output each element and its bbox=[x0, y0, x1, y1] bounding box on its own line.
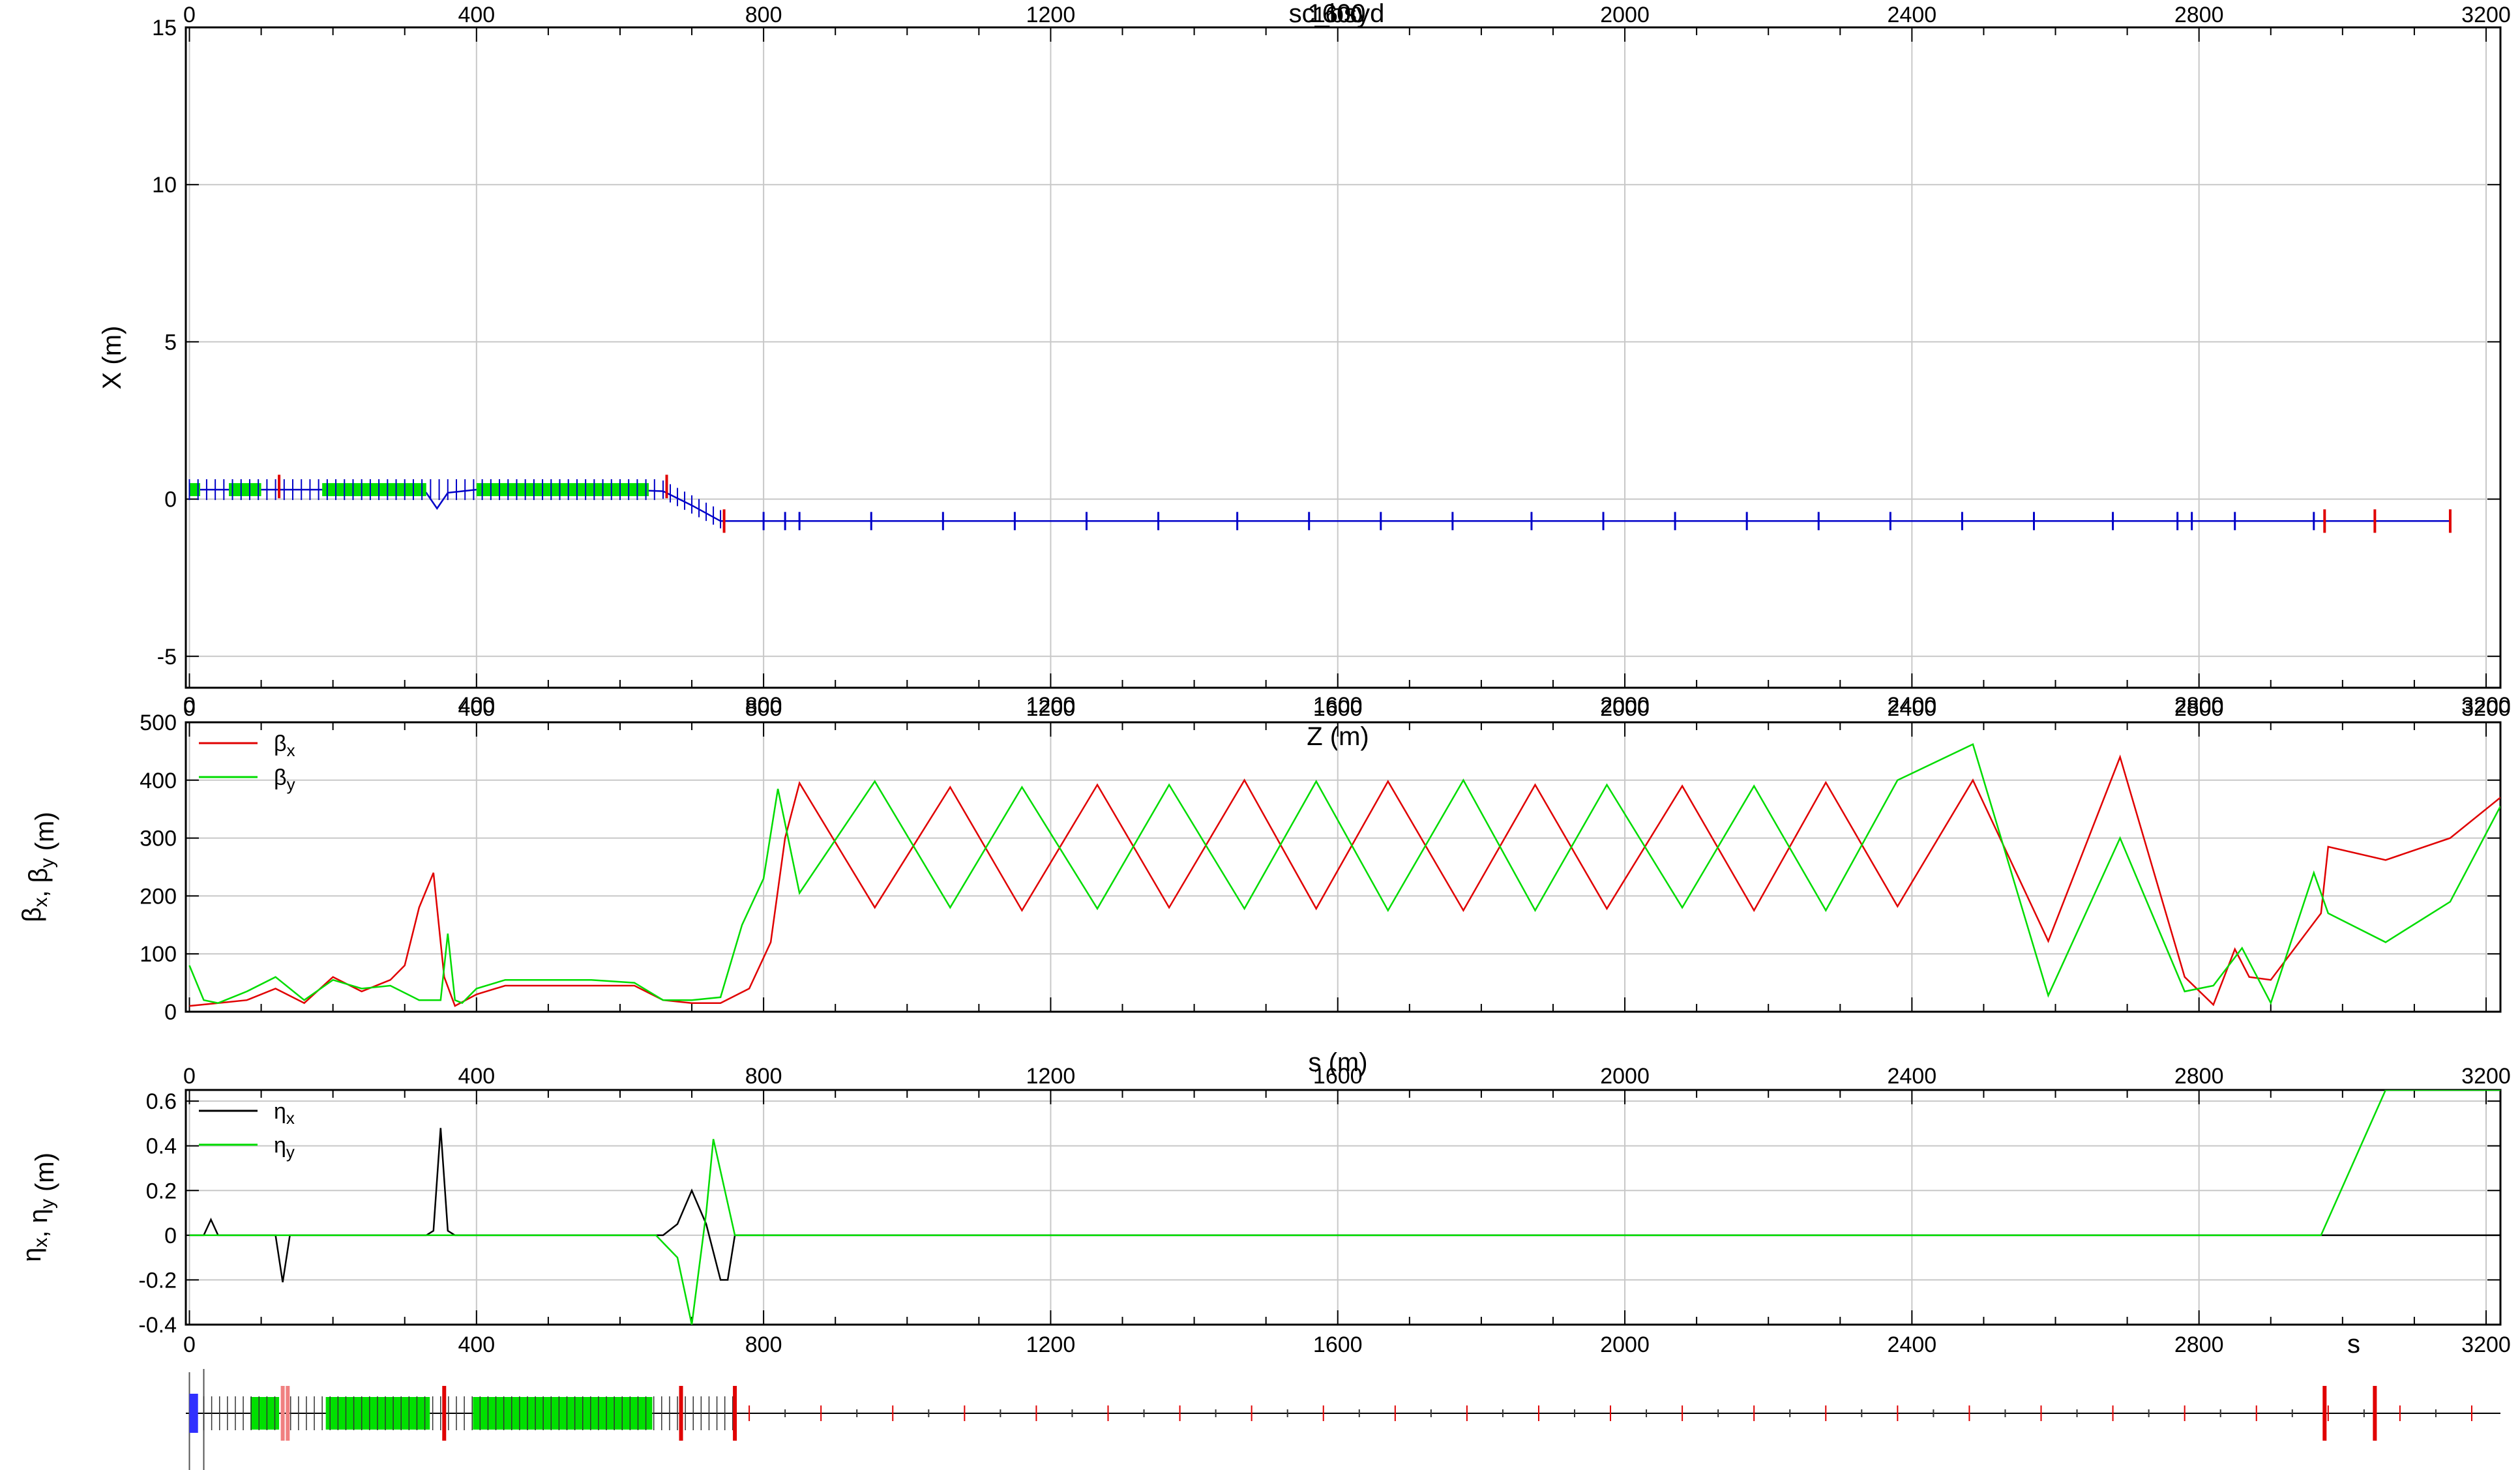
y-tick-label: 0.4 bbox=[146, 1134, 177, 1159]
y-tick-label: 300 bbox=[140, 827, 177, 851]
y-tick-label: -0.4 bbox=[138, 1313, 177, 1338]
floor-plot-frame bbox=[185, 26, 2502, 689]
x-tick-label-bottom: 3200 bbox=[2461, 693, 2511, 718]
quadrupole-block bbox=[322, 483, 426, 497]
x-tick-label: 400 bbox=[458, 1064, 495, 1089]
eta-series-line-ηx bbox=[189, 1128, 2500, 1283]
y-tick-label: 200 bbox=[140, 884, 177, 909]
figure-title: sc_bsyd bbox=[1289, 0, 1385, 28]
x-tick-label: 2800 bbox=[2174, 1064, 2224, 1089]
lattice-bend-block bbox=[733, 1386, 737, 1441]
x-tick-label-bottom: 2400 bbox=[1888, 1332, 1937, 1357]
eta-y-axis-label: ηx, ηy (m) bbox=[18, 1153, 59, 1262]
beta-series-line-βy bbox=[188, 742, 2500, 1005]
x-tick-label-bottom: 800 bbox=[745, 1332, 782, 1357]
x-tick-label-bottom: 2400 bbox=[1888, 693, 1937, 718]
y-tick-label: 400 bbox=[140, 769, 177, 793]
quadrupole-block bbox=[229, 483, 261, 497]
x-tick-label-bottom: 1200 bbox=[1026, 693, 1076, 718]
dispersion-panel: 0 400 800 1200 1600 2000 2400 2800 3200 0 400 800 12… bbox=[18, 1064, 2511, 1359]
legend-entry-ηy: ηy bbox=[274, 1133, 295, 1162]
x-tick-label-bottom: 400 bbox=[458, 1332, 495, 1357]
x-tick-label: 1600 bbox=[1313, 1064, 1363, 1089]
x-tick-label: 2400 bbox=[1888, 1064, 1937, 1089]
x-tick-label: 3200 bbox=[2461, 696, 2511, 721]
floor-y-axis-label: X (m) bbox=[98, 326, 126, 390]
x-tick-label: 2800 bbox=[2174, 3, 2224, 27]
y-tick-label: 15 bbox=[152, 16, 177, 40]
y-tick-label: -0.2 bbox=[138, 1268, 177, 1293]
legend-entry-βy: βy bbox=[274, 765, 295, 794]
x-tick-label: 3200 bbox=[2461, 3, 2511, 27]
x-tick-label: 0 bbox=[183, 3, 196, 27]
x-tick-label: 2000 bbox=[1600, 1064, 1650, 1089]
x-tick-label-bottom: 1600 bbox=[1313, 693, 1363, 718]
x-tick-label-bottom: 0 bbox=[183, 1332, 196, 1357]
x-tick-label: 400 bbox=[458, 696, 495, 721]
x-tick-label: 400 bbox=[458, 3, 495, 27]
y-tick-label: 0 bbox=[164, 1224, 177, 1248]
x-tick-label-bottom: 1200 bbox=[1026, 1332, 1076, 1357]
y-tick-label: 10 bbox=[152, 173, 177, 198]
lattice-bend-block bbox=[2373, 1386, 2377, 1441]
lattice-bend-block bbox=[442, 1386, 447, 1441]
lattice-bend-block bbox=[286, 1386, 290, 1441]
x-tick-label-bottom: 800 bbox=[745, 693, 782, 718]
y-tick-label: 0 bbox=[164, 1000, 177, 1025]
figure-overlay-text: 1600 bbox=[1308, 0, 1366, 28]
x-tick-label-bottom: 1600 bbox=[1313, 1332, 1363, 1357]
x-tick-label: 2000 bbox=[1600, 3, 1650, 27]
x-tick-label-bottom: 2000 bbox=[1600, 1332, 1650, 1357]
x-tick-label: 800 bbox=[745, 3, 782, 27]
x-tick-label-bottom: 3200 bbox=[2461, 1332, 2511, 1357]
legend-entry-ηx: ηx bbox=[274, 1099, 295, 1128]
lattice-quad-block bbox=[473, 1397, 653, 1430]
x-tick-label: 1200 bbox=[1026, 696, 1076, 721]
quadrupole-block bbox=[476, 483, 649, 497]
floor-plan-panel: 0 400 800 1200 1600 2000 2400 2800 3200 0 400 800 12… bbox=[98, 3, 2511, 751]
x-tick-label: 0 bbox=[183, 1064, 196, 1089]
eta-x-axis-label: s bbox=[2347, 1330, 2360, 1359]
x-tick-label-bottom: 2800 bbox=[2174, 693, 2224, 718]
y-tick-label: -5 bbox=[157, 645, 177, 669]
lattice-bend-block bbox=[280, 1386, 285, 1441]
y-tick-label: 0.2 bbox=[146, 1179, 177, 1203]
y-tick-label: 0.6 bbox=[146, 1089, 177, 1114]
x-tick-label: 2800 bbox=[2174, 696, 2224, 721]
lattice-solenoid-block bbox=[189, 1394, 198, 1433]
x-tick-label: 2400 bbox=[1888, 696, 1937, 721]
x-tick-label-bottom: 0 bbox=[183, 693, 196, 718]
x-tick-label-bottom: 2800 bbox=[2174, 1332, 2224, 1357]
eta-series-line-ηy bbox=[189, 1090, 2500, 1325]
legend-entry-βx: βx bbox=[274, 731, 295, 760]
x-tick-label: 800 bbox=[745, 1064, 782, 1089]
x-tick-label-bottom: 400 bbox=[458, 693, 495, 718]
y-tick-label: 100 bbox=[140, 942, 177, 967]
x-tick-label: 3200 bbox=[2461, 1064, 2511, 1089]
x-tick-label: 800 bbox=[745, 696, 782, 721]
x-tick-label: 1600 bbox=[1313, 696, 1363, 721]
y-tick-label: 0 bbox=[164, 488, 177, 512]
beta-y-axis-label: βx, βy (m) bbox=[18, 812, 59, 922]
lattice-bend-block bbox=[679, 1386, 683, 1441]
beta-plot-frame bbox=[185, 721, 2502, 1013]
x-tick-label: 1200 bbox=[1026, 3, 1076, 27]
beta-x-axis-label: s (m) bbox=[1308, 1048, 1367, 1077]
x-tick-label-bottom: 2000 bbox=[1600, 693, 1650, 718]
x-tick-label: 1600 bbox=[1313, 3, 1363, 27]
lattice-layout-strip bbox=[186, 1369, 2500, 1470]
beta-series-line-βx bbox=[189, 754, 2500, 1007]
y-tick-label: 500 bbox=[140, 711, 177, 735]
beta-function-panel: 0 400 800 1200 1600 2000 2400 2800 3200 0 100 200 30… bbox=[18, 696, 2511, 1077]
x-tick-label: 2400 bbox=[1888, 3, 1937, 27]
x-tick-label: 0 bbox=[183, 696, 196, 721]
x-tick-label: 2000 bbox=[1600, 696, 1650, 721]
lattice-bend-block bbox=[2322, 1386, 2327, 1441]
eta-plot-frame bbox=[185, 1089, 2502, 1326]
x-tick-label: 1200 bbox=[1026, 1064, 1076, 1089]
y-tick-label: 5 bbox=[164, 330, 177, 355]
